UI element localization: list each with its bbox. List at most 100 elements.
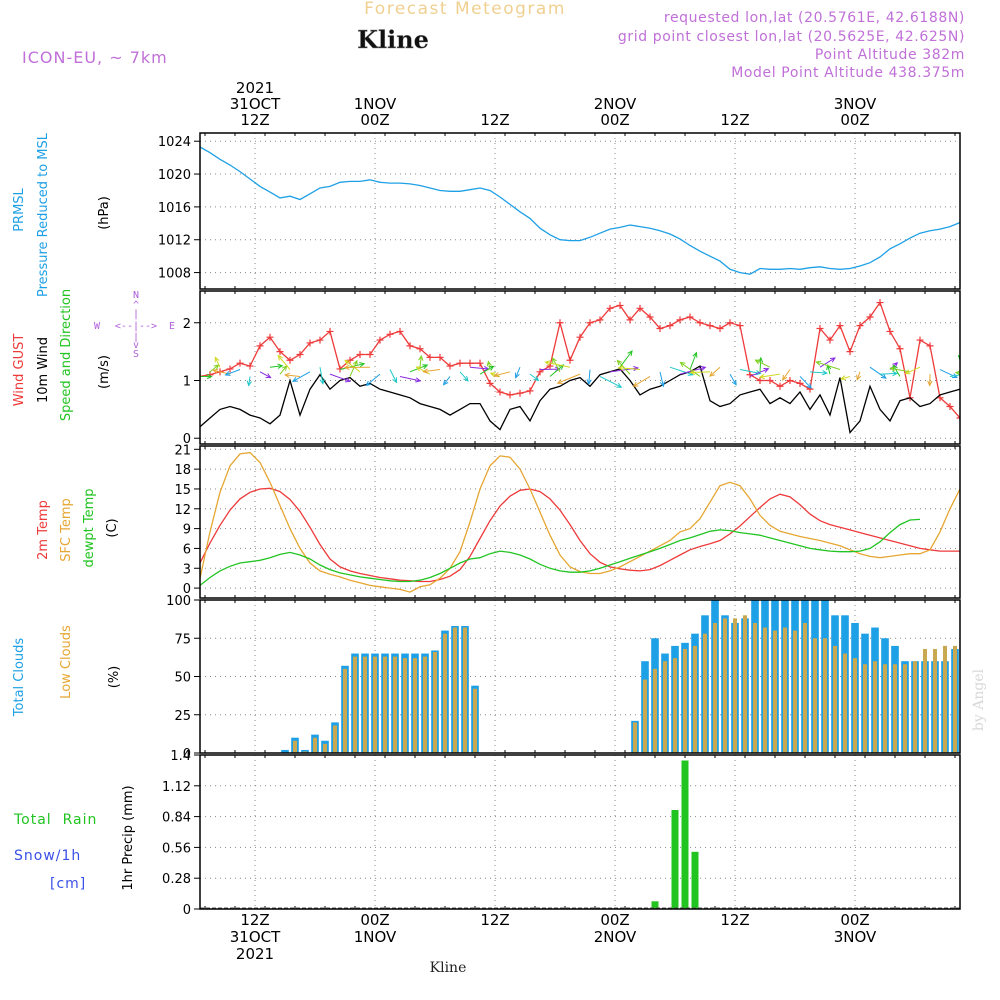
plot-area xyxy=(200,299,1000,434)
y-tick-label: 0 xyxy=(183,432,191,447)
wind-arrow-head xyxy=(224,370,231,376)
wind-arrow-head xyxy=(214,356,220,363)
low-clouds-bar xyxy=(433,652,437,753)
wind-arrow-head xyxy=(493,372,500,378)
temp-unit: (C) xyxy=(105,518,120,537)
grid-point-coordinates: grid point closest lon,lat (20.5625E, 42… xyxy=(618,29,965,45)
wind-gust-marker xyxy=(496,388,504,396)
wind-gust-marker xyxy=(846,348,854,356)
wind-direction-arrow xyxy=(349,360,358,377)
wind-arrow-head xyxy=(558,364,565,370)
y-tick-label: 1 xyxy=(183,374,191,389)
total-clouds-label: Total Clouds xyxy=(12,638,27,718)
wind-direction-arrow xyxy=(680,362,701,377)
wind-gust-label: Wind GUST xyxy=(12,334,27,407)
wind-gust-marker xyxy=(246,362,254,370)
pressure-panel: 1008 1012 1016 1020 1024 xyxy=(158,132,961,290)
y-tick-label: 1024 xyxy=(158,135,191,150)
wind-direction-arrow xyxy=(329,373,351,382)
wind-direction-arrow xyxy=(782,369,791,381)
wind-gust-marker xyxy=(876,299,884,307)
temperature-panel: 0 3 6 9 12 15 18 21 xyxy=(174,443,961,599)
compass-w: W xyxy=(94,321,101,332)
plot-area xyxy=(200,451,960,593)
wind-gust-marker xyxy=(967,403,974,410)
wind-direction-arrow xyxy=(633,376,651,387)
wind-gust-marker xyxy=(266,333,274,341)
wind-direction-arrow xyxy=(494,371,511,377)
model-label: ICON-EU, ~ 7km xyxy=(22,48,168,67)
wind-direction-arrow xyxy=(840,375,851,380)
low-clouds-bar xyxy=(333,725,337,753)
wind-arrow-head xyxy=(755,370,762,376)
total-clouds-bar xyxy=(281,749,289,753)
wind-arrow-head xyxy=(277,363,284,369)
wind-gust-marker xyxy=(356,351,364,359)
wind-arrow-head xyxy=(277,354,283,361)
wind-direction-arrow xyxy=(419,355,422,368)
wind-arrow-head xyxy=(659,381,665,388)
wind-direction-arrow xyxy=(809,371,827,374)
wind-direction-arrow xyxy=(939,369,958,378)
wind-gust-marker xyxy=(476,359,484,367)
clouds-panel: 0 25 50 75 100 xyxy=(166,594,961,762)
low-clouds-bar xyxy=(733,618,737,753)
wind-arrow-head xyxy=(904,369,911,375)
low-clouds-bar xyxy=(833,645,837,753)
snow-label: Snow/1h xyxy=(14,848,81,864)
wind-direction-arrow xyxy=(729,373,737,386)
wind-arrow-head xyxy=(488,365,495,371)
y-tick-label: 18 xyxy=(174,463,191,478)
wind-direction-arrow xyxy=(890,367,911,373)
low-clouds-bar xyxy=(663,661,667,753)
low-clouds-bar xyxy=(863,664,867,753)
wind-arrow-head xyxy=(731,379,737,386)
wind-arrow-head xyxy=(486,360,492,367)
low-clouds-bar xyxy=(943,645,947,753)
wind-arrow-head xyxy=(616,359,623,366)
time-label-top: 12Z xyxy=(720,111,749,129)
low-clouds-bar xyxy=(883,664,887,753)
low-clouds-bar xyxy=(673,658,677,753)
temperature-labels: 2m Temp SFC Temp dewpt Temp (C) xyxy=(36,488,120,567)
wind-direction-arrow xyxy=(389,369,397,383)
wind-gust-marker xyxy=(736,322,744,330)
wind-gust-marker xyxy=(586,319,594,327)
wind-direction-arrow xyxy=(209,364,219,373)
low-clouds-bar xyxy=(323,743,327,753)
low-clouds-bar xyxy=(633,722,637,753)
low-clouds-bar xyxy=(803,622,807,753)
prmsl-label: PRMSL xyxy=(12,187,27,231)
low-clouds-bar xyxy=(643,679,647,753)
y-tick-label: 0 xyxy=(183,582,191,597)
wind-direction-arrow xyxy=(399,375,421,382)
wind-direction-arrow xyxy=(856,371,861,380)
wind-arrow-head xyxy=(781,374,788,381)
time-label-bottom: 3NOV xyxy=(834,928,877,946)
wind-arrow-head xyxy=(892,361,899,368)
precip-axis-label: 1hr Precip (mm) xyxy=(121,785,136,890)
rain-bar xyxy=(671,810,679,909)
time-label-top: 00Z xyxy=(360,111,389,129)
time-label-bottom: 2NOV xyxy=(594,928,637,946)
panel-frame xyxy=(199,445,961,599)
wind-direction-arrow xyxy=(819,357,836,368)
wind-gust-marker xyxy=(486,379,494,387)
wind-direction-arrow xyxy=(277,355,291,370)
wind-arrow-head xyxy=(422,368,429,374)
wind-gust-marker xyxy=(776,382,784,390)
y-tick-label: 1016 xyxy=(158,201,191,216)
wind-arrow-head xyxy=(632,381,639,387)
low-clouds-bar xyxy=(953,645,957,753)
wind-arrow-head xyxy=(533,375,540,382)
wind-gust-marker xyxy=(997,383,1000,390)
low-clouds-bar xyxy=(443,633,447,753)
wind-gust-marker xyxy=(346,356,354,364)
10m-wind-line xyxy=(200,365,960,434)
wind-direction-arrow xyxy=(549,364,564,377)
wind-gust-marker xyxy=(396,327,404,335)
panel-frame xyxy=(199,132,961,290)
wind-gust-marker xyxy=(286,356,294,364)
wind-gust-marker xyxy=(466,359,474,367)
